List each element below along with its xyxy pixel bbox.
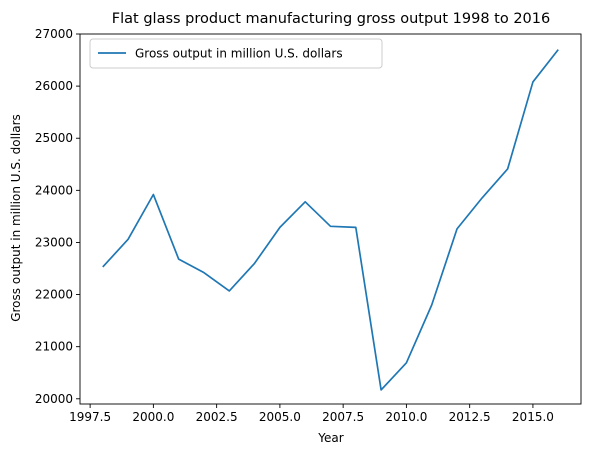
y-axis: 20000 21000 22000 23000 24000 25000 26000 27000 [35, 27, 80, 406]
x-axis-label: Year [317, 431, 343, 445]
y-tick-label: 22000 [35, 288, 73, 302]
x-tick-label: 1997.5 [69, 410, 111, 424]
x-tick-label: 2015.0 [512, 410, 554, 424]
plot-frame [79, 33, 582, 405]
x-tick-label: 2002.5 [196, 410, 238, 424]
x-axis: 1997.5 2000.0 2002.5 2005.0 2007.5 2010.0 2012… [69, 404, 554, 424]
y-tick-label: 27000 [35, 27, 73, 41]
y-tick-label: 20000 [35, 392, 73, 406]
x-tick-label: 2007.5 [322, 410, 364, 424]
y-tick-label: 24000 [35, 183, 73, 197]
y-tick-label: 23000 [35, 235, 73, 249]
y-tick-label: 21000 [35, 340, 73, 354]
chart-title: Flat glass product manufacturing gross o… [112, 11, 550, 27]
x-tick-label: 2012.5 [449, 410, 491, 424]
y-tick-label: 26000 [35, 79, 73, 93]
legend-entry-label: Gross output in million U.S. dollars [135, 47, 343, 61]
y-axis-label: Gross output in million U.S. dollars [9, 114, 23, 322]
plot-area [79, 33, 582, 405]
legend: Gross output in million U.S. dollars [89, 38, 383, 69]
legend-box [89, 38, 383, 69]
x-tick-label: 2000.0 [132, 410, 174, 424]
x-tick-label: 2005.0 [259, 410, 301, 424]
x-tick-label: 2010.0 [385, 410, 427, 424]
series-line-0 [102, 49, 559, 391]
y-tick-label: 25000 [35, 131, 73, 145]
